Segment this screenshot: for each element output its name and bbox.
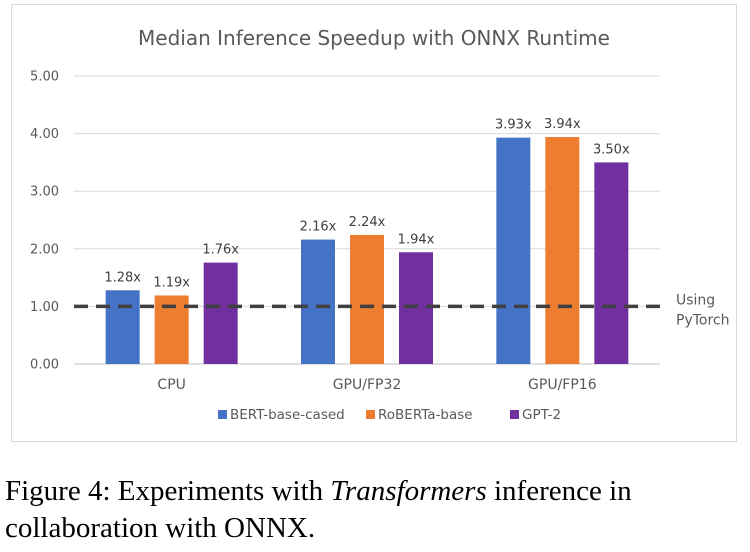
legend-swatch — [218, 410, 227, 419]
legend-label: BERT-base-cased — [230, 407, 345, 423]
legend-swatch — [510, 410, 519, 419]
data-label: 3.94x — [544, 117, 581, 132]
data-label: 3.50x — [593, 142, 630, 157]
bar — [545, 137, 580, 364]
x-tick-label: GPU/FP16 — [528, 377, 597, 393]
bar — [105, 290, 140, 364]
data-label: 2.24x — [349, 215, 386, 230]
y-tick-label: 0.00 — [30, 358, 59, 373]
y-tick-label: 3.00 — [30, 185, 59, 200]
bar — [301, 239, 335, 364]
data-label: 2.16x — [300, 220, 337, 235]
chart-title: Median Inference Speedup with ONNX Runti… — [138, 26, 610, 50]
legend-label: RoBERTa-base — [378, 407, 473, 423]
caption-emphasis: Transformers — [330, 475, 487, 507]
data-label: 3.93x — [495, 118, 532, 133]
legend-swatch — [366, 410, 375, 419]
caption-suffix: inference in collaboration with ONNX. — [5, 475, 632, 544]
x-tick-label: CPU — [157, 377, 185, 393]
chart-frame: Median Inference Speedup with ONNX Runti… — [11, 4, 737, 442]
data-label: 1.94x — [398, 232, 435, 247]
reference-line-label: Using — [676, 292, 715, 308]
caption-prefix: Figure 4: Experiments with — [5, 475, 331, 507]
bar — [350, 234, 384, 364]
data-label: 1.19x — [153, 275, 190, 290]
bar — [594, 162, 629, 364]
y-tick-label: 1.00 — [30, 300, 59, 315]
reference-line-label: PyTorch — [676, 312, 729, 328]
x-tick-label: GPU/FP32 — [333, 377, 402, 393]
bar — [203, 262, 238, 364]
figure-caption: Figure 4: Experiments with Transformers … — [5, 473, 745, 547]
y-tick-label: 4.00 — [30, 127, 59, 142]
y-tick-label: 2.00 — [30, 242, 59, 257]
data-label: 1.28x — [104, 270, 141, 285]
data-label: 1.76x — [202, 243, 239, 258]
chart: Median Inference Speedup with ONNX Runti… — [30, 26, 729, 423]
bar — [496, 137, 531, 364]
legend-label: GPT-2 — [522, 407, 561, 423]
y-tick-label: 5.00 — [30, 70, 59, 85]
